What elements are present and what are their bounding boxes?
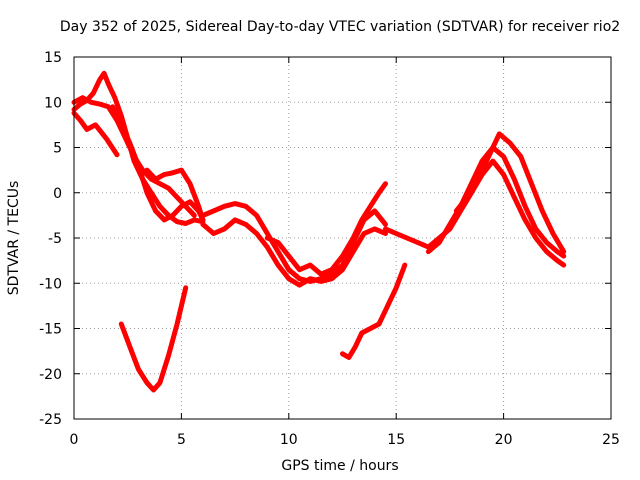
- series-line-trace-e: [144, 167, 206, 223]
- y-tick-label: -5: [48, 231, 62, 247]
- series-line-trace-c: [71, 110, 120, 158]
- y-tick-label: 0: [53, 186, 62, 202]
- x-tick-label: 15: [387, 432, 405, 448]
- x-tick-label: 20: [495, 432, 513, 448]
- y-tick-label: 15: [44, 50, 62, 66]
- data-series: [71, 70, 567, 393]
- gridlines: [74, 57, 611, 419]
- x-tick-label: 0: [70, 432, 79, 448]
- y-tick-label: -20: [39, 367, 62, 383]
- series-line-trace-d: [110, 104, 206, 223]
- y-tick-label: -15: [39, 322, 62, 338]
- series-line-trace-k: [453, 131, 567, 255]
- series-line-trace-j: [425, 145, 567, 259]
- axis-ticks: 0 5 10 15 20 25 15 10 5 0 -5 -10 -15 -20 -25: [39, 50, 620, 448]
- chart-title: Day 352 of 2025, Sidereal Day-to-day VTE…: [60, 19, 620, 35]
- y-tick-label: 10: [44, 95, 62, 111]
- x-tick-label: 5: [177, 432, 186, 448]
- y-tick-label: -25: [39, 412, 62, 428]
- plot-frame: [73, 56, 612, 420]
- series-line-trace-h: [264, 181, 388, 277]
- x-axis-label: GPS time / hours: [281, 458, 398, 474]
- x-tick-label: 25: [602, 432, 620, 448]
- y-tick-label: -10: [39, 276, 62, 292]
- series-line-trace-g: [200, 217, 388, 288]
- x-tick-label: 10: [280, 432, 298, 448]
- y-axis-label: SDTVAR / TECUs: [6, 181, 22, 296]
- series-line-trace-m: [340, 262, 408, 360]
- y-tick-label: 5: [53, 141, 62, 157]
- series-line-trace-l: [118, 285, 189, 393]
